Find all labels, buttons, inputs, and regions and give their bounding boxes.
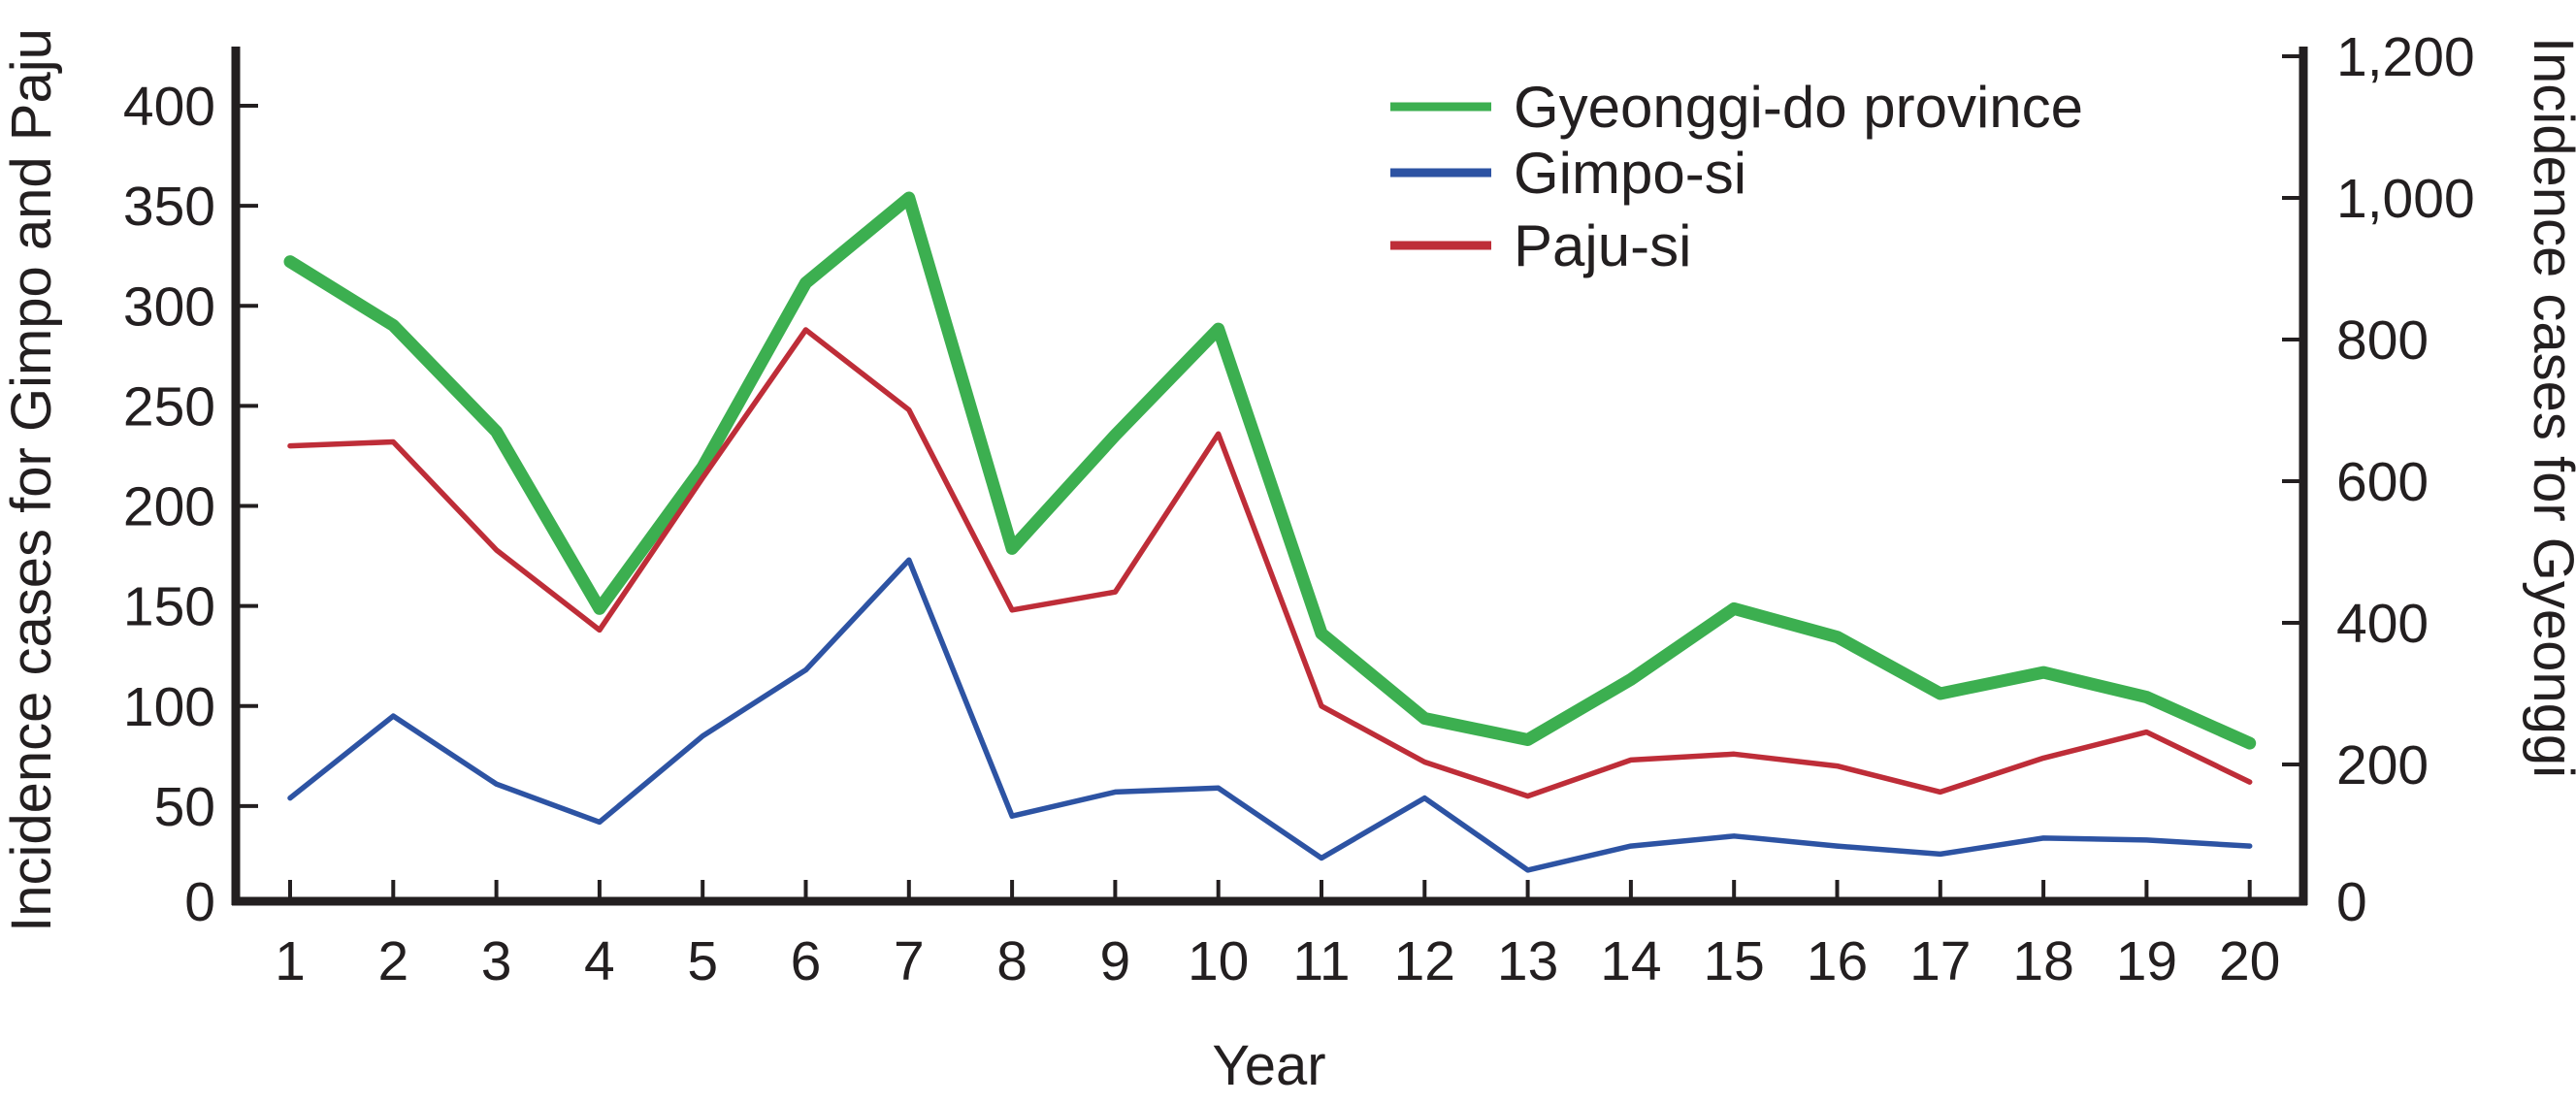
x-tick-label: 8: [996, 930, 1027, 992]
left-tick-label: 350: [123, 176, 215, 238]
right-tick-label: 1,200: [2336, 26, 2475, 88]
x-tick-label: 3: [481, 930, 512, 992]
left-axis-labels: 0 50 100 150 200 250 300 350 400: [123, 76, 215, 933]
x-axis-ticks: [288, 880, 2252, 897]
x-tick-label: 1: [275, 930, 306, 992]
x-tick-label: 2: [377, 930, 408, 992]
x-axis-labels: 1 2 3 4 5 6 7 8 9 10 11 12 13 14 15 16 17 18 19 20: [275, 930, 2280, 992]
gyeonggi-legend-label: Gyeonggi-do province: [1514, 75, 2083, 140]
right-tick-label: 200: [2336, 734, 2429, 796]
x-tick-label: 13: [1497, 930, 1558, 992]
right-tick-label: 0: [2336, 871, 2367, 933]
axes: [231, 47, 2308, 906]
x-tick-label: 11: [1292, 930, 1350, 992]
gyeonggi-line: [283, 191, 2257, 750]
right-axis-labels: 0 200 400 600 800 1,000 1,200: [2336, 26, 2475, 933]
x-axis-title: Year: [1212, 1034, 1325, 1097]
right-tick-label: 1,000: [2336, 168, 2475, 230]
left-tick-label: 400: [123, 76, 215, 138]
x-tick-label: 7: [894, 930, 925, 992]
right-tick-label: 800: [2336, 309, 2429, 372]
x-tick-label: 20: [2219, 930, 2280, 992]
x-tick-label: 16: [1807, 930, 1868, 992]
left-axis-title: Incidence cases for Gimpo and Paju: [0, 28, 63, 932]
gimpo-legend-label: Gimpo-si: [1514, 141, 1746, 206]
right-tick-label: 600: [2336, 451, 2429, 513]
right-tick-label: 400: [2336, 593, 2429, 655]
x-tick-label: 5: [687, 930, 718, 992]
right-axis-title: Incidence cases for Gyeonggi: [2522, 37, 2576, 778]
left-tick-label: 0: [184, 871, 215, 933]
x-tick-label: 6: [791, 930, 822, 992]
paju-line: [287, 327, 2253, 799]
x-tick-label: 12: [1394, 930, 1455, 992]
left-tick-label: 150: [123, 576, 215, 638]
series-lines: [283, 191, 2257, 873]
right-axis-ticks: [2282, 54, 2303, 766]
x-tick-label: 14: [1600, 930, 1661, 992]
gimpo-line: [287, 557, 2253, 873]
paju-legend-label: Paju-si: [1514, 213, 1691, 278]
left-tick-label: 100: [123, 676, 215, 738]
x-tick-label: 17: [1909, 930, 1971, 992]
x-tick-label: 18: [2012, 930, 2073, 992]
left-tick-label: 50: [154, 776, 215, 838]
left-tick-label: 250: [123, 375, 215, 438]
x-tick-label: 4: [584, 930, 615, 992]
x-tick-label: 15: [1703, 930, 1764, 992]
x-tick-label: 10: [1188, 930, 1249, 992]
x-tick-label: 9: [1100, 930, 1131, 992]
x-tick-label: 19: [2116, 930, 2177, 992]
left-tick-label: 200: [123, 476, 215, 538]
left-axis-ticks: [237, 104, 258, 808]
left-tick-label: 300: [123, 276, 215, 338]
